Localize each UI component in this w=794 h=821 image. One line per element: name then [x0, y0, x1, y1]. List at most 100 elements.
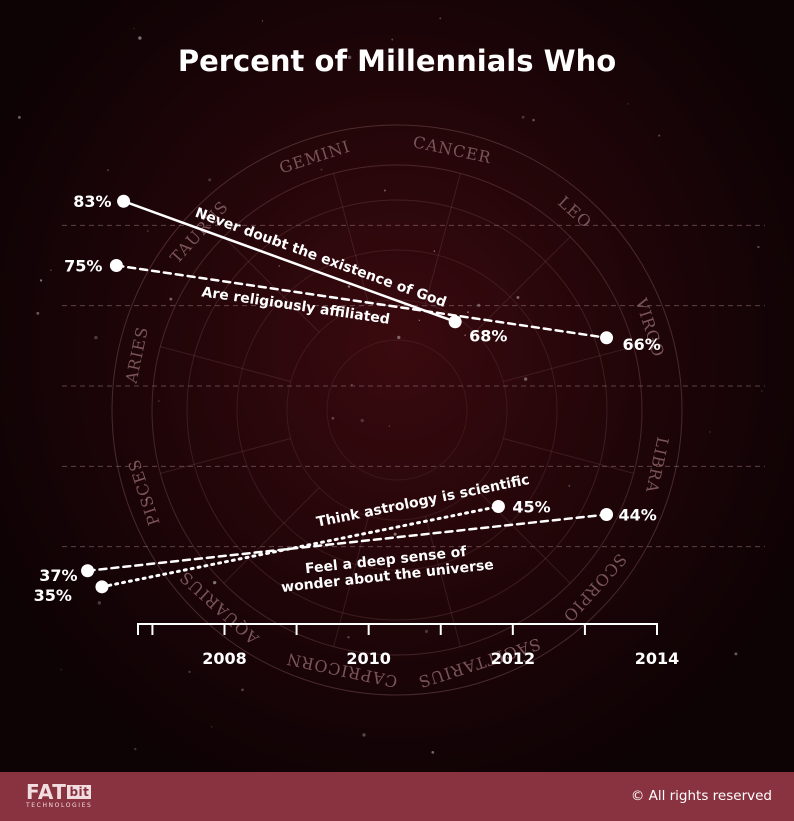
chart-title: Percent of Millennials Who	[177, 44, 617, 78]
star	[347, 636, 350, 639]
series-line	[100, 505, 500, 589]
data-label: 35%	[34, 586, 72, 605]
star	[347, 55, 352, 60]
x-tick-label: 2008	[202, 649, 247, 668]
star	[188, 670, 191, 674]
star	[494, 64, 497, 67]
star	[320, 168, 323, 171]
x-tick-label: 2012	[491, 649, 536, 668]
wheel-ring	[326, 339, 468, 481]
logo-subtitle: TECHNOLOGIES	[26, 802, 93, 809]
star	[213, 581, 217, 585]
star	[383, 189, 387, 192]
star	[351, 384, 353, 386]
data-point	[448, 315, 462, 329]
star	[431, 750, 435, 754]
series-line	[86, 513, 608, 573]
star	[362, 733, 366, 737]
wheel-ring	[236, 249, 558, 571]
wheel-spoke	[474, 487, 571, 584]
footer: FAT bit TECHNOLOGIES © All rights reserve…	[0, 772, 794, 821]
data-point	[600, 508, 614, 522]
data-label: 68%	[469, 327, 507, 346]
zodiac-label: LEO	[554, 192, 595, 232]
star	[138, 36, 142, 40]
star	[516, 295, 520, 299]
series-line	[122, 199, 457, 323]
wheel-spoke	[160, 346, 291, 383]
star	[658, 134, 661, 137]
x-tick-label: 2010	[346, 649, 391, 668]
star	[97, 601, 102, 605]
star	[523, 660, 526, 662]
data-label: 66%	[623, 335, 661, 354]
star	[347, 285, 351, 288]
data-point	[81, 564, 95, 578]
wheel-spoke	[223, 236, 320, 333]
star	[467, 311, 469, 314]
star	[388, 425, 391, 427]
star	[106, 169, 110, 172]
zodiac-label: LIBRA	[642, 435, 673, 495]
star	[208, 178, 212, 182]
wheel-spoke	[503, 346, 634, 383]
star	[278, 265, 280, 267]
data-label: 83%	[73, 192, 111, 211]
star	[709, 431, 711, 433]
data-label: 37%	[39, 566, 77, 585]
star	[39, 279, 43, 282]
star	[261, 20, 264, 22]
zodiac-label: PISCES	[124, 456, 163, 527]
wheel-spoke	[424, 516, 461, 647]
data-point	[600, 331, 614, 345]
star	[50, 269, 52, 272]
data-point	[95, 580, 109, 594]
star	[464, 334, 466, 336]
series-layer: 83%68%Never doubt the existence of God75…	[34, 192, 661, 605]
star	[211, 726, 213, 728]
data-point	[491, 500, 505, 513]
star	[134, 747, 137, 751]
wheel-spoke	[424, 173, 461, 304]
star	[532, 118, 535, 122]
star	[734, 652, 738, 656]
star	[169, 297, 173, 301]
series-line	[115, 264, 608, 340]
star	[520, 57, 524, 60]
star	[36, 311, 40, 315]
wheel-ring	[111, 124, 683, 696]
star	[360, 418, 364, 423]
star	[147, 230, 149, 232]
zodiac-label: ARIES	[121, 325, 152, 386]
star	[331, 416, 335, 420]
data-label: 45%	[512, 498, 550, 517]
star	[418, 319, 421, 322]
star	[357, 560, 360, 563]
star	[393, 532, 397, 536]
wheel-spoke	[223, 487, 320, 584]
series-1: 83%68%Never doubt the existence of God	[73, 192, 507, 346]
star	[757, 245, 760, 249]
star	[17, 115, 21, 119]
star	[360, 661, 364, 665]
chart: GEMINI CANCERLEOVIRGOLIBRASCORPIOSAGITTAR…	[17, 17, 765, 754]
star	[133, 27, 135, 30]
star	[523, 377, 528, 381]
star	[568, 484, 571, 487]
data-point	[109, 259, 123, 272]
star	[521, 115, 525, 119]
data-label: 75%	[64, 257, 102, 276]
star	[626, 103, 629, 105]
logo-wordmark: FAT bit	[26, 780, 92, 804]
brand-logo: FAT bit TECHNOLOGIES	[26, 782, 92, 810]
star	[439, 17, 442, 20]
star	[241, 688, 244, 692]
star	[378, 314, 381, 316]
star	[60, 668, 62, 671]
star	[157, 400, 160, 403]
series-name: Feel a deep sense ofwonder about the uni…	[279, 541, 495, 596]
star	[761, 390, 763, 392]
star	[424, 629, 429, 633]
wheel-spoke	[333, 173, 370, 304]
x-axis: 2008 2010 2012 2014	[137, 623, 679, 668]
